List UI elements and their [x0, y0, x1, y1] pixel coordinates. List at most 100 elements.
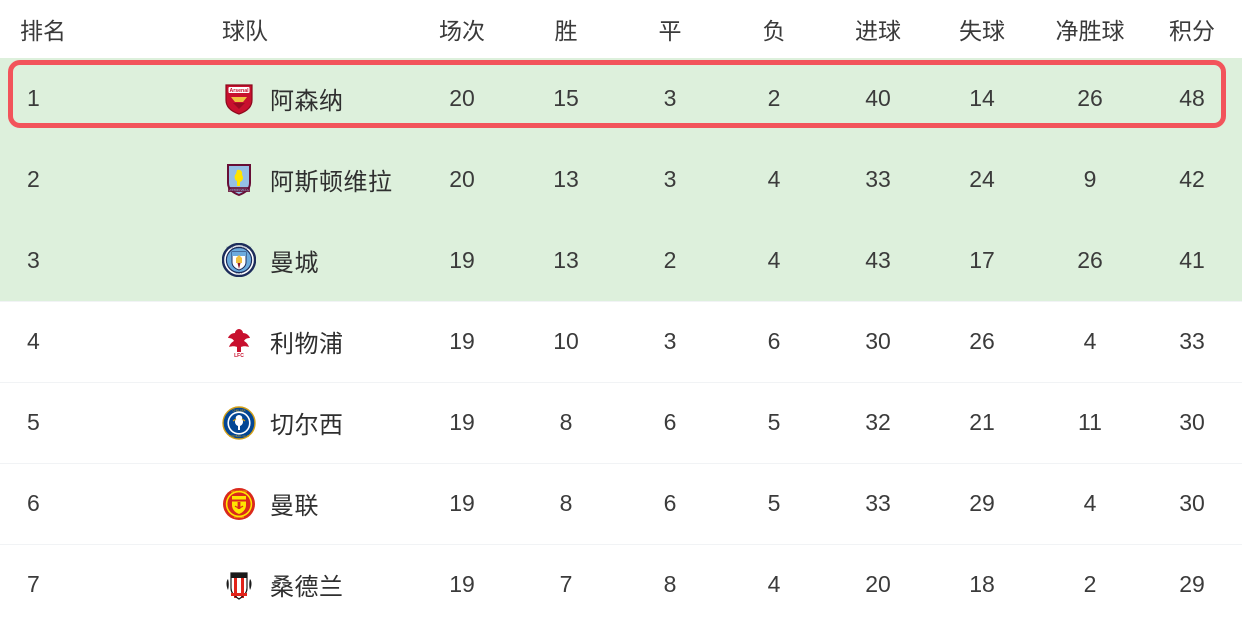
svg-text:CHELSEA: CHELSEA — [232, 408, 245, 412]
cell-team[interactable]: Arsenal 阿森纳 — [110, 58, 410, 139]
cell-played: 19 — [410, 462, 514, 544]
cell-played: 19 — [410, 300, 514, 382]
cell-points: 30 — [1146, 462, 1242, 544]
cell-played: 20 — [449, 85, 475, 111]
cell-team[interactable]: CHELSEA FOOTBALL CLUB 切尔西 — [110, 381, 410, 463]
table-row[interactable]: 4 LFC 利物浦 19 10 3 6 30 26 4 33 — [0, 300, 1242, 382]
cell-lost: 6 — [722, 300, 826, 382]
column-header-team[interactable]: 球队 — [222, 18, 268, 44]
svg-text:MANCHESTER: MANCHESTER — [231, 490, 247, 493]
table-row[interactable]: 6 MANCHESTER UNITED 曼联 19 8 6 5 33 29 4 30 — [0, 462, 1242, 544]
cell-rank: 7 — [0, 543, 110, 625]
column-header-goals-against[interactable]: 失球 — [959, 18, 1005, 44]
svg-text:FOOTBALL CLUB: FOOTBALL CLUB — [229, 435, 250, 438]
cell-drawn: 3 — [663, 166, 677, 192]
cell-played: 19 — [410, 381, 514, 463]
cell-team[interactable]: 桑德兰 — [110, 543, 410, 625]
cell-goal-difference: 2 — [1034, 543, 1146, 625]
cell-rank: 5 — [0, 381, 110, 463]
cell-goals-against: 24 — [969, 166, 995, 192]
svg-text:CITY: CITY — [236, 271, 243, 275]
svg-text:MANCHESTER CITY: MANCHESTER CITY — [227, 246, 252, 250]
cell-drawn: 2 — [663, 246, 677, 273]
cell-won: 13 — [553, 246, 579, 273]
cell-points: 29 — [1146, 543, 1242, 625]
column-header-played[interactable]: 场次 — [439, 18, 485, 44]
column-header-points[interactable]: 积分 — [1169, 18, 1215, 44]
cell-played: 19 — [410, 543, 514, 625]
cell-goals-for: 20 — [826, 543, 930, 625]
cell-points: 42 — [1179, 166, 1205, 192]
cell-goal-difference: 26 — [1077, 246, 1103, 273]
cell-won: 7 — [514, 543, 618, 625]
cell-goal-difference: 11 — [1034, 381, 1146, 463]
cell-rank: 4 — [0, 300, 110, 382]
cell-points: 30 — [1146, 381, 1242, 463]
team-name: 利物浦 — [270, 331, 344, 358]
cell-goals-against: 17 — [969, 246, 995, 273]
cell-drawn: 6 — [618, 381, 722, 463]
table-row[interactable]: 7 桑德兰 19 7 8 4 20 18 2 29 — [0, 543, 1242, 625]
column-header-rank[interactable]: 排名 — [20, 18, 66, 44]
svg-text:Arsenal: Arsenal — [229, 88, 249, 94]
table-header-row: 排名 球队 场次 胜 平 负 进球 失球 净胜球 积分 — [0, 0, 1242, 58]
liverpool-crest-icon: LFC — [222, 325, 256, 359]
cell-team[interactable]: LFC 利物浦 — [110, 300, 410, 382]
cell-drawn: 3 — [618, 300, 722, 382]
team-name: 阿斯顿维拉 — [270, 169, 393, 196]
team-name: 切尔西 — [270, 412, 344, 439]
cell-goal-difference: 4 — [1034, 300, 1146, 382]
arsenal-crest-icon: Arsenal — [222, 82, 256, 116]
cell-goals-for: 30 — [826, 300, 930, 382]
table-row[interactable]: 2 ASTON VILLA 阿斯顿维拉 20 13 3 4 33 24 9 42 — [0, 139, 1242, 220]
cell-goal-difference: 26 — [1077, 85, 1103, 111]
svg-text:ASTON VILLA: ASTON VILLA — [229, 188, 248, 192]
cell-lost: 4 — [767, 166, 781, 192]
svg-text:LFC: LFC — [234, 353, 244, 359]
table-row[interactable]: 5 CHELSEA FOOTBALL CLUB 切尔西 19 8 6 5 32 21 11 30 — [0, 381, 1242, 463]
table-row[interactable]: 3 MANCHESTER CITY CITY 曼城 19 13 2 4 43 17 26 41 — [0, 220, 1242, 301]
cell-goals-against: 26 — [930, 300, 1034, 382]
column-header-goal-difference[interactable]: 净胜球 — [1055, 18, 1125, 44]
cell-goals-for: 43 — [865, 246, 891, 273]
manchester-united-crest-icon: MANCHESTER UNITED — [222, 487, 256, 521]
cell-rank: 1 — [27, 85, 40, 111]
team-name: 桑德兰 — [270, 574, 344, 602]
cell-lost: 5 — [722, 381, 826, 463]
column-header-goals-for[interactable]: 进球 — [855, 18, 901, 44]
column-header-won[interactable]: 胜 — [554, 18, 578, 44]
cell-goal-difference: 9 — [1083, 166, 1097, 192]
cell-team[interactable]: ASTON VILLA 阿斯顿维拉 — [110, 139, 410, 220]
team-name: 曼城 — [270, 249, 319, 277]
manchester-city-crest-icon: MANCHESTER CITY CITY — [222, 243, 256, 278]
team-name: 阿森纳 — [270, 88, 344, 115]
team-name: 曼联 — [270, 493, 319, 520]
cell-won: 15 — [553, 85, 579, 111]
cell-drawn: 3 — [663, 85, 677, 111]
column-header-drawn[interactable]: 平 — [658, 18, 682, 44]
cell-team[interactable]: MANCHESTER CITY CITY 曼城 — [110, 220, 410, 301]
column-header-lost[interactable]: 负 — [762, 18, 786, 44]
cell-points: 33 — [1146, 300, 1242, 382]
cell-goals-for: 32 — [826, 381, 930, 463]
cell-team[interactable]: MANCHESTER UNITED 曼联 — [110, 462, 410, 544]
cell-goals-for: 40 — [865, 85, 891, 111]
cell-goals-against: 29 — [930, 462, 1034, 544]
aston-villa-crest-icon: ASTON VILLA — [222, 163, 256, 197]
cell-goals-for: 33 — [826, 462, 930, 544]
chelsea-crest-icon: CHELSEA FOOTBALL CLUB — [222, 405, 256, 440]
sunderland-crest-icon — [222, 568, 256, 602]
cell-drawn: 6 — [618, 462, 722, 544]
cell-lost: 5 — [722, 462, 826, 544]
cell-rank: 6 — [0, 462, 110, 544]
cell-rank: 2 — [27, 166, 40, 192]
cell-won: 8 — [514, 462, 618, 544]
cell-goals-against: 14 — [969, 85, 995, 111]
svg-text:UNITED: UNITED — [234, 515, 244, 519]
cell-lost: 2 — [767, 85, 781, 111]
cell-points: 41 — [1179, 246, 1205, 273]
cell-goals-for: 33 — [865, 166, 891, 192]
table-row[interactable]: 1 Arsenal 阿森纳 20 15 3 2 40 14 26 48 — [0, 58, 1242, 139]
cell-drawn: 8 — [618, 543, 722, 625]
